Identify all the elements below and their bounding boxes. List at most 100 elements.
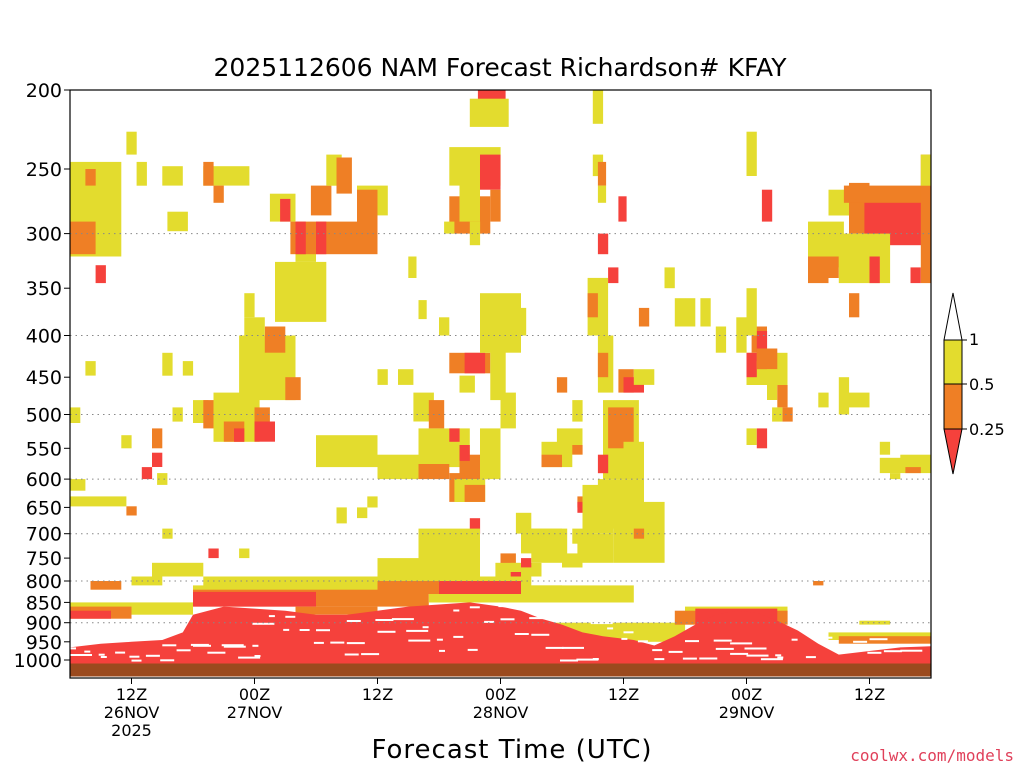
ri-cell (152, 452, 163, 467)
ri-cell (459, 375, 475, 393)
ri-streak (514, 633, 529, 635)
ri-cell (746, 131, 757, 176)
ri-streak (838, 629, 853, 632)
x-tick-label: 00Z (239, 685, 270, 704)
ri-streak (145, 654, 160, 657)
ri-streak (498, 605, 513, 608)
ri-streak (453, 609, 460, 612)
chart-title: 2025112606 NAM Forecast Richardson# KFAY (214, 53, 788, 82)
ri-cell (515, 512, 532, 534)
y-tick-label: 650 (26, 497, 62, 519)
ri-cell (920, 154, 931, 186)
y-tick-label: 950 (26, 632, 62, 654)
ri-cell (126, 506, 137, 516)
ri-cell (398, 369, 414, 385)
ri-cell (316, 435, 378, 468)
legend-label-0-5: 0.5 (969, 375, 994, 394)
ground-surface (70, 663, 931, 677)
ri-streak (500, 618, 515, 621)
ri-cell (633, 528, 645, 539)
ri-cell (203, 166, 250, 186)
ri-streak (929, 626, 931, 629)
ri-cell (70, 479, 86, 491)
y-tick-label: 600 (26, 469, 62, 491)
ri-cell (244, 317, 265, 336)
y-tick-label: 250 (26, 159, 62, 181)
y-tick-label: 750 (26, 548, 62, 570)
ri-streak (590, 622, 613, 625)
y-tick-label: 900 (26, 613, 62, 635)
ri-cell (849, 392, 870, 408)
ri-cell (157, 473, 168, 485)
ri-cell (772, 407, 783, 422)
ri-streak (805, 656, 816, 659)
ri-streak (268, 615, 275, 618)
x-tick-label: 12Z (854, 685, 885, 704)
ri-streak (883, 650, 902, 653)
ri-cell (597, 233, 609, 255)
ri-cell (336, 157, 352, 194)
ri-cell (746, 352, 757, 378)
ri-streak (730, 652, 749, 655)
ri-cell (408, 256, 417, 278)
credit-link[interactable]: coolwx.com/models (850, 746, 1014, 765)
ri-streak (252, 644, 259, 647)
ri-streak (668, 650, 683, 653)
ri-streak (562, 646, 584, 649)
legend-yellow-box (943, 339, 963, 385)
ri-streak (129, 655, 140, 658)
ri-streak (131, 659, 142, 662)
ri-cell (469, 518, 481, 534)
ri-streak (621, 637, 628, 640)
ri-streak (98, 653, 105, 656)
ri-cell (767, 369, 778, 400)
ri-cell (464, 352, 486, 374)
ri-cell (316, 221, 327, 255)
ri-cell (172, 407, 183, 422)
ri-streak (252, 622, 275, 625)
ri-cell (644, 369, 655, 385)
ri-streak (836, 626, 851, 629)
ri-streak (529, 617, 548, 620)
ri-streak (162, 644, 177, 647)
ri-cell (95, 265, 106, 284)
richardson-cells (70, 90, 931, 590)
ri-cell (920, 154, 931, 284)
ri-streak (316, 629, 330, 632)
ri-cell (838, 377, 850, 415)
ri-cell (597, 185, 607, 203)
ri-cell (608, 267, 619, 284)
ri-cell (556, 377, 568, 393)
ri-cell (597, 161, 607, 186)
boundary-layer-cells (70, 576, 931, 668)
ri-streak (283, 628, 290, 631)
ri-streak (791, 638, 798, 641)
ri-cell (597, 352, 609, 378)
ri-band (203, 576, 532, 588)
ri-cell (879, 441, 891, 455)
ri-cell (869, 256, 880, 284)
ri-streak (439, 649, 445, 652)
ri-cell (849, 293, 860, 318)
ri-streak (346, 620, 361, 622)
ri-cell (541, 454, 562, 468)
ri-streak (853, 640, 868, 643)
ri-cell (572, 400, 583, 422)
ri-streak (713, 639, 732, 642)
ri-cell (280, 198, 291, 222)
ri-cell (910, 267, 921, 284)
ri-cell (782, 407, 793, 422)
legend-label-1: 1 (969, 330, 979, 349)
ri-cell (70, 496, 127, 507)
ri-cell (500, 392, 516, 429)
ri-cell (444, 221, 455, 234)
ri-band (859, 620, 891, 625)
ri-streak (176, 649, 191, 652)
ri-streak (346, 642, 365, 645)
ri-cell (777, 385, 788, 408)
ri-streak (869, 638, 888, 641)
ri-streak (531, 633, 550, 636)
ri-streak (545, 646, 564, 649)
